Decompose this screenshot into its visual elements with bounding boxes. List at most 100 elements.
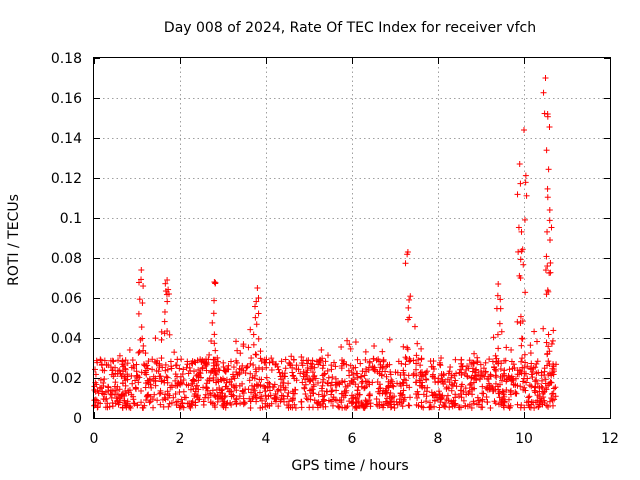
data-point — [387, 398, 394, 405]
data-point — [480, 390, 487, 397]
data-point — [256, 376, 263, 383]
data-point — [128, 391, 135, 398]
data-point — [357, 373, 364, 380]
data-point — [278, 376, 285, 383]
data-point — [192, 359, 199, 366]
data-point — [237, 350, 244, 357]
data-point — [253, 321, 260, 328]
data-point — [101, 376, 108, 383]
data-point — [315, 361, 322, 368]
data-point — [321, 397, 328, 404]
data-point — [100, 379, 107, 386]
data-point — [427, 358, 434, 365]
data-point — [379, 348, 386, 355]
data-point — [365, 379, 372, 386]
data-point — [519, 378, 526, 385]
data-point — [140, 342, 147, 349]
data-point — [212, 392, 219, 399]
chart-title: Day 008 of 2024, Rate Of TEC Index for r… — [164, 20, 536, 36]
data-point — [405, 304, 412, 311]
data-point — [302, 381, 309, 388]
data-point — [550, 385, 557, 392]
data-point — [383, 387, 390, 394]
data-point — [539, 377, 546, 384]
data-point — [173, 402, 180, 409]
data-point — [532, 378, 539, 385]
y-tick-label: 0.04 — [51, 331, 82, 347]
data-point — [510, 381, 517, 388]
data-point — [129, 380, 136, 387]
data-point — [319, 387, 326, 394]
data-point — [415, 356, 422, 363]
data-point — [180, 377, 187, 384]
data-point — [214, 398, 221, 405]
data-point — [328, 391, 335, 398]
data-point — [113, 395, 120, 402]
data-point — [99, 388, 106, 395]
data-point — [371, 343, 378, 350]
data-point — [128, 364, 135, 371]
data-point — [361, 372, 368, 379]
data-point — [248, 389, 255, 396]
data-point — [271, 394, 278, 401]
data-point — [216, 367, 223, 374]
data-point — [548, 340, 555, 347]
data-point — [174, 382, 181, 389]
data-point — [426, 404, 433, 411]
data-point — [518, 342, 525, 349]
data-point — [466, 388, 473, 395]
data-point — [160, 403, 167, 410]
data-point — [228, 376, 235, 383]
data-point — [492, 352, 499, 359]
data-point — [138, 276, 145, 283]
data-point — [534, 397, 541, 404]
data-point — [506, 404, 513, 411]
data-point — [398, 399, 405, 406]
data-point — [176, 365, 183, 372]
data-point — [363, 398, 370, 405]
data-point — [405, 372, 412, 379]
data-point — [236, 369, 243, 376]
data-point — [494, 331, 501, 338]
data-point — [141, 369, 148, 376]
data-point — [548, 224, 555, 231]
data-point — [211, 331, 218, 338]
data-point — [444, 392, 451, 399]
data-point — [341, 378, 348, 385]
data-point — [188, 360, 195, 367]
data-point — [406, 402, 413, 409]
data-point — [130, 400, 137, 407]
data-point — [210, 310, 217, 317]
data-point — [490, 334, 497, 341]
data-point — [335, 404, 342, 411]
data-point — [532, 383, 539, 390]
data-point — [134, 373, 141, 380]
data-point — [302, 391, 309, 398]
data-point — [330, 394, 337, 401]
data-point — [221, 401, 228, 408]
data-point — [342, 383, 349, 390]
data-point — [519, 355, 526, 362]
data-point — [388, 403, 395, 410]
data-point — [222, 404, 229, 411]
data-point — [436, 404, 443, 411]
data-point — [236, 393, 243, 400]
data-point — [298, 404, 305, 411]
y-tick-label: 0.1 — [60, 211, 82, 227]
data-point — [307, 360, 314, 367]
data-point — [521, 351, 528, 358]
data-point — [394, 380, 401, 387]
data-point — [186, 403, 193, 410]
data-point — [121, 397, 128, 404]
data-point — [309, 369, 316, 376]
data-point — [261, 383, 268, 390]
data-point — [427, 399, 434, 406]
data-point — [164, 390, 171, 397]
data-point — [519, 335, 526, 342]
data-point — [177, 379, 184, 386]
data-point — [546, 398, 553, 405]
data-point — [484, 399, 491, 406]
data-point — [451, 379, 458, 386]
data-point — [154, 397, 161, 404]
data-point — [341, 388, 348, 395]
